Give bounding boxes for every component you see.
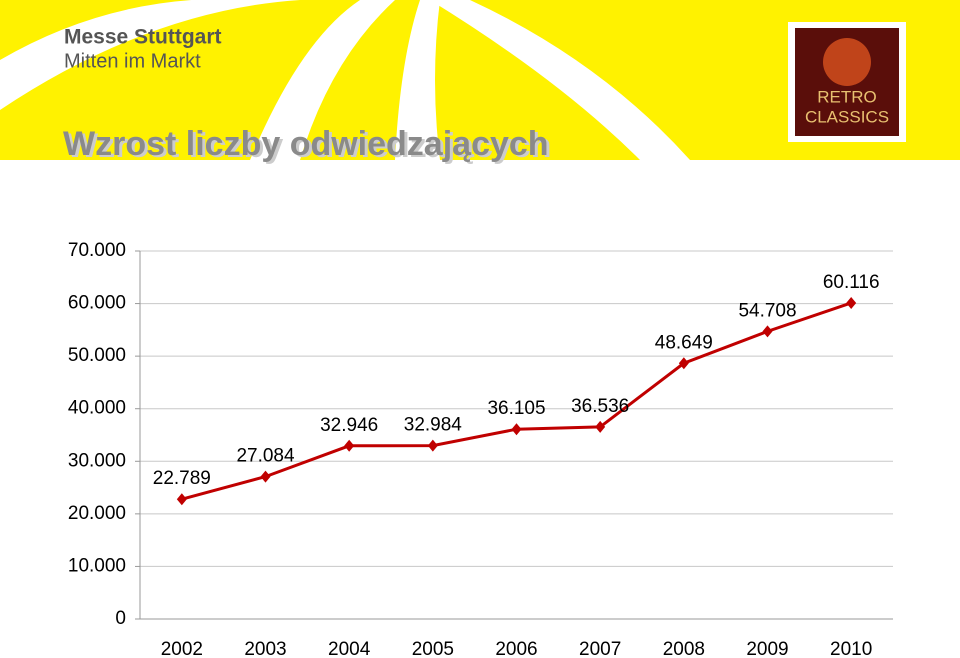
x-tick-label: 2004 (328, 639, 371, 658)
y-tick-label: 10.000 (68, 555, 126, 576)
y-tick-label: 70.000 (68, 240, 126, 261)
badge-emblem (823, 38, 871, 86)
data-label: 22.789 (153, 468, 211, 489)
x-tick-label: 2003 (244, 639, 286, 658)
x-tick-label: 2010 (830, 639, 872, 658)
x-tick-label: 2009 (746, 639, 788, 658)
data-label: 32.984 (404, 415, 463, 436)
y-tick-label: 30.000 (68, 450, 126, 471)
data-point (176, 493, 187, 506)
x-tick-label: 2007 (579, 639, 621, 658)
x-tick-label: 2005 (412, 639, 454, 658)
badge-text: CLASSICS (805, 107, 889, 126)
logo-text: Messe Stuttgart (64, 26, 222, 49)
x-tick-label: 2008 (663, 639, 705, 658)
data-point (427, 439, 438, 452)
header-swoosh (430, 0, 690, 160)
data-point (762, 325, 773, 338)
y-tick-label: 50.000 (68, 345, 126, 366)
data-label: 48.649 (655, 332, 713, 353)
y-tick-label: 40.000 (68, 398, 126, 419)
plot: 0 10.000 20.000 30.000 40.000 50.000 60.000 70.… (68, 240, 893, 658)
logo-text: Mitten im Markt (64, 50, 201, 72)
data-point (595, 420, 606, 433)
data-point (344, 439, 355, 452)
data-label: 27.084 (236, 446, 295, 467)
data-point (678, 357, 689, 370)
badge-text: RETRO (817, 87, 877, 106)
header-swoosh (250, 0, 395, 160)
chart-title: Wzrost liczby odwiedzających (63, 125, 549, 163)
data-label: 36.105 (487, 398, 545, 419)
data-point (511, 423, 522, 436)
y-tick-label: 0 (115, 608, 126, 629)
data-point (846, 296, 857, 309)
data-label: 60.116 (823, 272, 880, 293)
header-swoosh (395, 0, 440, 160)
data-point (260, 470, 271, 483)
data-label: 36.536 (571, 396, 629, 417)
x-tick-label: 2002 (161, 639, 203, 658)
data-label: 54.708 (738, 300, 796, 321)
title-shadow: Wzrost liczby odwiedzających (66, 127, 552, 165)
header-swoosh (0, 0, 300, 110)
y-tick-label: 60.000 (68, 293, 126, 314)
y-tick-label: 20.000 (68, 503, 126, 524)
data-label: 32.946 (320, 415, 378, 436)
x-tick-label: 2006 (495, 639, 537, 658)
